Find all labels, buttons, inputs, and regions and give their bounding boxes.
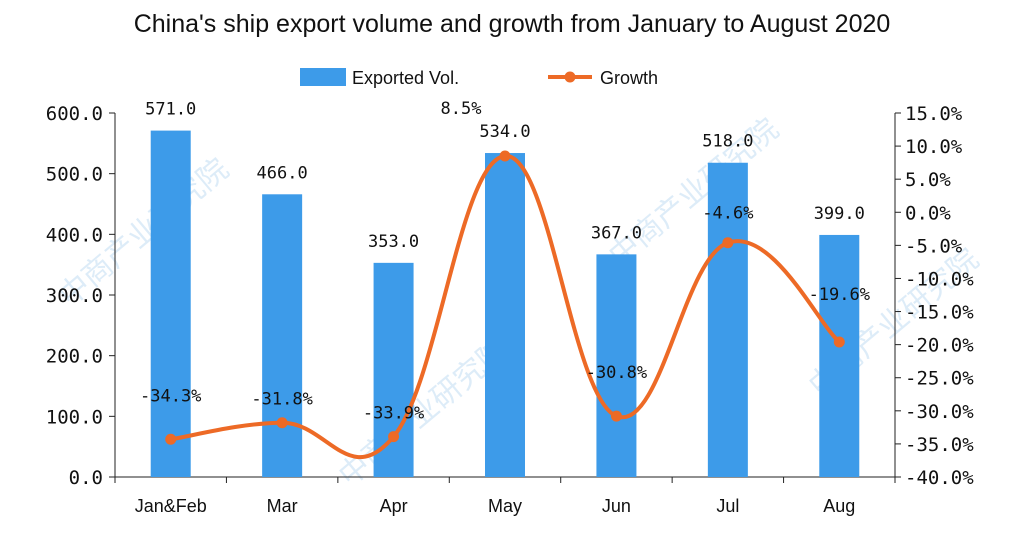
growth-point bbox=[833, 336, 845, 348]
bar bbox=[596, 254, 637, 477]
growth-data-label: -34.3% bbox=[140, 386, 201, 406]
growth-point bbox=[499, 150, 511, 162]
x-tick-label: Apr bbox=[380, 496, 408, 516]
bar-data-label: 534.0 bbox=[479, 122, 530, 142]
legend-swatch-exported bbox=[300, 68, 346, 86]
y-right-tick-label: -30.0% bbox=[905, 401, 974, 423]
y-right-tick-label: -10.0% bbox=[905, 268, 974, 290]
y-left-tick-label: 600.0 bbox=[46, 103, 103, 125]
growth-data-label: -31.8% bbox=[251, 390, 312, 410]
bar-data-label: 518.0 bbox=[702, 132, 753, 152]
bar bbox=[707, 162, 748, 477]
growth-point bbox=[276, 417, 288, 429]
bar-data-label: 399.0 bbox=[814, 204, 865, 224]
x-tick-label: Aug bbox=[823, 496, 855, 516]
growth-data-label: -4.6% bbox=[702, 204, 753, 224]
growth-point bbox=[388, 431, 400, 443]
y-left-tick-label: 300.0 bbox=[46, 285, 103, 307]
bar bbox=[485, 153, 525, 478]
x-tick-label: Mar bbox=[267, 496, 298, 516]
y-left-tick-label: 100.0 bbox=[46, 406, 103, 428]
x-tick-label: Jun bbox=[602, 496, 631, 516]
growth-point bbox=[610, 410, 622, 422]
y-right-tick-label: -35.0% bbox=[905, 434, 974, 456]
chart-title: China's ship export volume and growth fr… bbox=[133, 10, 891, 38]
bar-data-label: 466.0 bbox=[257, 163, 308, 183]
growth-data-label: -33.9% bbox=[363, 404, 424, 424]
growth-line bbox=[170, 154, 841, 460]
bar bbox=[819, 234, 860, 477]
y-right-tick-label: -20.0% bbox=[905, 335, 974, 357]
y-right-tick-label: 0.0% bbox=[905, 202, 951, 224]
bar-data-label: 353.0 bbox=[368, 232, 419, 252]
growth-point bbox=[722, 237, 734, 249]
y-right-tick-label: 15.0% bbox=[905, 103, 963, 125]
y-left-tick-label: 500.0 bbox=[46, 164, 103, 186]
growth-data-label: -19.6% bbox=[809, 285, 870, 305]
legend-label-exported: Exported Vol. bbox=[352, 68, 459, 88]
bar bbox=[262, 194, 303, 477]
legend-marker-growth bbox=[564, 71, 576, 83]
x-tick-label: Jan&Feb bbox=[135, 496, 207, 516]
y-left-tick-label: 0.0 bbox=[69, 467, 103, 489]
y-right-tick-label: -15.0% bbox=[905, 302, 974, 324]
growth-data-label: -30.8% bbox=[586, 363, 647, 383]
bar bbox=[373, 262, 414, 477]
y-right-tick-label: -25.0% bbox=[905, 368, 974, 390]
legend-label-growth: Growth bbox=[600, 68, 658, 88]
x-tick-label: May bbox=[488, 496, 522, 516]
bar bbox=[150, 130, 191, 478]
bar-data-label: 571.0 bbox=[145, 100, 196, 120]
y-right-tick-label: 5.0% bbox=[905, 169, 951, 191]
bar-data-label: 367.0 bbox=[591, 223, 642, 243]
growth-data-label: 8.5% bbox=[441, 99, 482, 119]
y-right-tick-label: 10.0% bbox=[905, 136, 963, 158]
y-right-tick-label: -5.0% bbox=[905, 235, 963, 257]
x-tick-label: Jul bbox=[716, 496, 739, 516]
growth-point bbox=[165, 433, 177, 445]
y-left-tick-label: 400.0 bbox=[46, 224, 103, 246]
y-right-tick-label: -40.0% bbox=[905, 467, 974, 489]
y-left-tick-label: 200.0 bbox=[46, 346, 103, 368]
